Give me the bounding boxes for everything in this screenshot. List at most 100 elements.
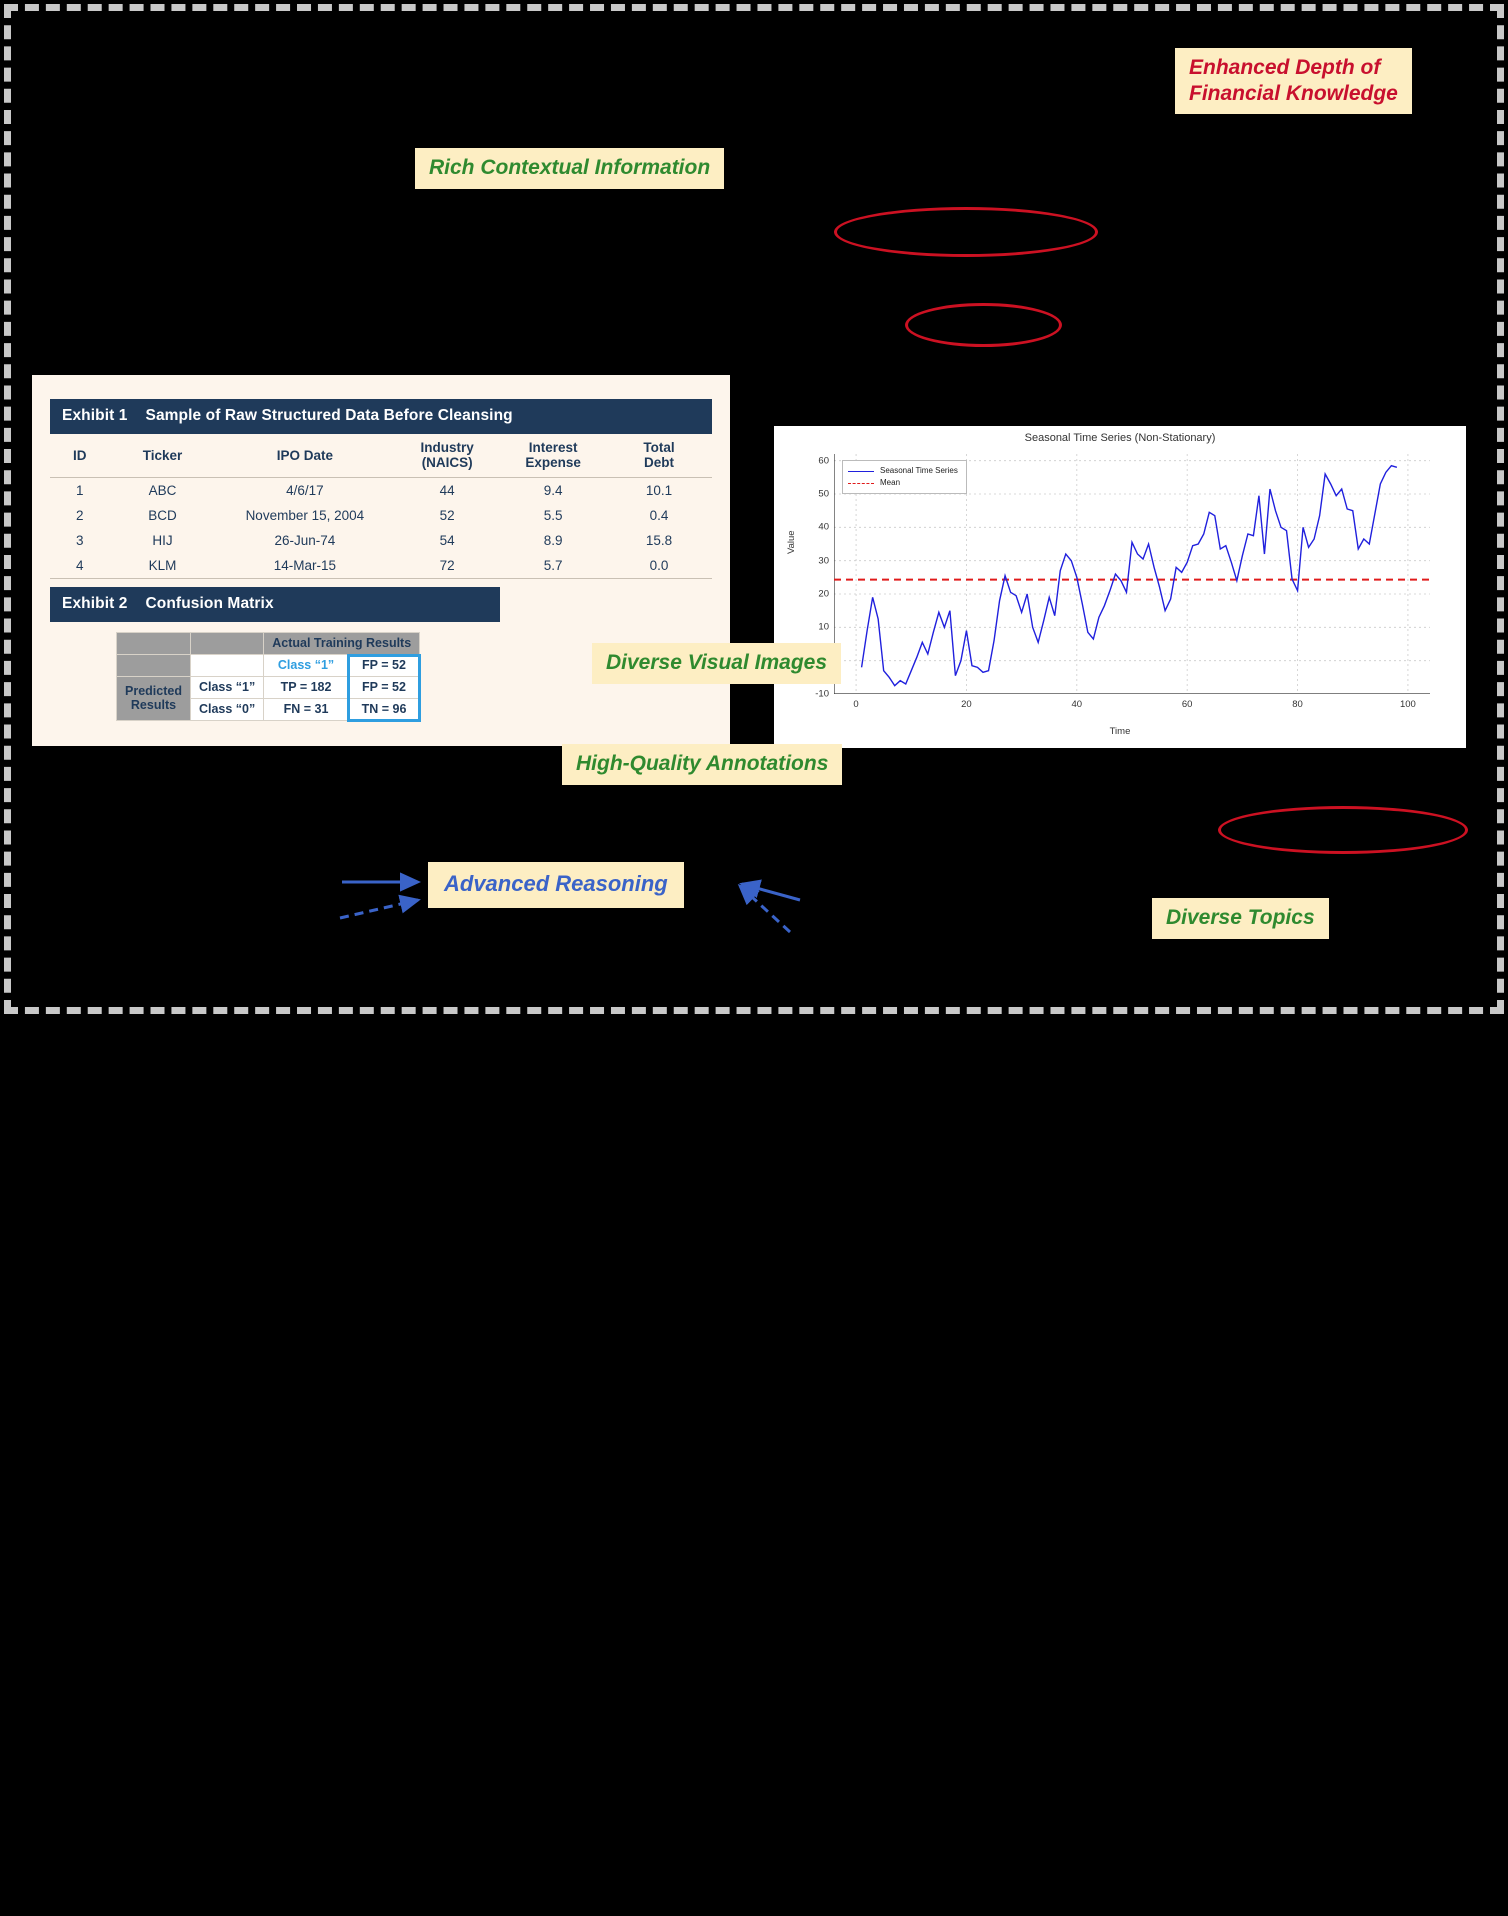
y-axis-tick: 40	[818, 521, 829, 533]
cm-blank-corner-2	[189, 632, 265, 655]
cm-fp-cell: FP = 52	[347, 676, 421, 699]
cm-row-predicted-class0: Class “0” FN = 31 TN = 96	[117, 698, 421, 721]
col-header-id: ID	[50, 434, 110, 479]
cm-tp-cell: TP = 182	[263, 676, 349, 699]
table-cell: 44	[439, 483, 455, 499]
table-cell: 5.5	[543, 508, 563, 524]
cm-row-label-class1: Class “1”	[189, 676, 265, 699]
table-row: 4 KLM 14-Mar-15 72 5.7 0.0	[50, 553, 712, 580]
cm-fn-cell: FN = 31	[263, 698, 349, 721]
chart-card: Seasonal Time Series (Non-Stationary) Va…	[774, 426, 1466, 748]
x-axis-tick: 0	[853, 699, 859, 710]
legend-line-icon	[848, 470, 874, 472]
chart-legend: Seasonal Time Series Mean	[842, 460, 967, 494]
time-series-line	[860, 464, 1398, 687]
table-row: 3 HIJ 26-Jun-74 54 8.9 15.8	[50, 528, 712, 553]
chart-y-axis-label: Value	[786, 530, 797, 554]
table-cell: 1	[76, 483, 84, 499]
exhibit-1-header: Exhibit 1 Sample of Raw Structured Data B…	[50, 399, 712, 434]
annotation-enhanced-depth: Enhanced Depth of Financial Knowledge	[1175, 48, 1412, 115]
confusion-matrix-wrap: Actual Training Results Class “1” FP = 5…	[50, 622, 500, 735]
exhibit-2-title: Confusion Matrix	[145, 595, 274, 612]
chart-x-axis-label: Time	[1109, 726, 1131, 737]
table-cell: 8.9	[543, 533, 563, 549]
exhibit-2-header: Exhibit 2 Confusion Matrix	[50, 587, 500, 622]
table-cell: 10.1	[645, 483, 673, 499]
table-cell: 54	[439, 533, 455, 549]
table-cell: 14-Mar-15	[215, 553, 395, 580]
table-cell: ABC	[148, 483, 177, 499]
y-axis-tick: 30	[818, 555, 829, 567]
cm-blank-cell	[189, 654, 265, 677]
cm-predicted-results-header: Predicted Results	[116, 676, 191, 721]
cm-tn-cell: TN = 96	[347, 698, 421, 721]
table-cell: 15.8	[645, 533, 673, 549]
table-cell: November 15, 2004	[245, 508, 365, 524]
table-cell: 3	[76, 533, 84, 549]
annotation-high-quality: High-Quality Annotations	[562, 744, 843, 785]
table-cell: 4	[50, 553, 110, 580]
cm-row-class-labels: Class “1” FP = 52	[116, 654, 421, 677]
col-header-interest: Interest Expense	[500, 434, 607, 479]
chart-title: Seasonal Time Series (Non-Stationary)	[1024, 432, 1216, 444]
table-cell: HIJ	[152, 533, 173, 549]
cm-class-one-top: Class “1”	[263, 654, 349, 677]
exhibit-1: Exhibit 1 Sample of Raw Structured Data B…	[50, 399, 712, 580]
annotation-diverse-visual: Diverse Visual Images	[592, 643, 842, 684]
cm-row-label-class0: Class “0”	[189, 698, 265, 721]
chart-svg	[830, 454, 1430, 695]
cm-row-predicted-class1: Predicted Results Class “1” TP = 182 FP =…	[116, 676, 421, 721]
legend-entry-series: Seasonal Time Series	[848, 465, 958, 477]
col-header-ipo-date: IPO Date	[215, 434, 395, 479]
red-ellipse-annotation	[834, 207, 1098, 257]
y-axis-tick: 20	[818, 588, 829, 600]
table-row: 2 BCD November 15, 2004 52 5.5 0.4	[50, 503, 712, 528]
x-axis-tick: 20	[961, 699, 972, 710]
legend-dashed-line-icon	[848, 482, 874, 484]
x-axis-tick: 80	[1292, 699, 1303, 710]
exhibit-1-number: Exhibit 1	[62, 407, 128, 424]
cm-blank-corner-1	[116, 632, 191, 655]
table-cell: 2	[76, 508, 84, 524]
table-cell: 52	[439, 508, 455, 524]
y-axis-tick: 50	[818, 488, 829, 500]
table-header-row: ID Ticker IPO Date Industry (NAICS) Inter…	[50, 434, 712, 479]
exhibit-1-title: Sample of Raw Structured Data Before Cle…	[145, 407, 513, 424]
chart-plot-area: Seasonal Time Series Mean -10 0 10 20 30 40 50…	[815, 454, 1430, 710]
cm-row-actual-header: Actual Training Results	[116, 632, 421, 655]
y-axis-tick: -10	[815, 688, 829, 700]
red-ellipse-annotation	[1218, 806, 1468, 854]
col-header-total-debt: Total Debt	[606, 434, 712, 479]
x-axis-tick: 40	[1071, 699, 1083, 710]
exhibit-2-number: Exhibit 2	[62, 595, 128, 612]
x-axis-tick: 100	[1399, 699, 1416, 710]
table-cell: 26-Jun-74	[274, 533, 336, 549]
exhibit-2: Exhibit 2 Confusion Matrix Actual Trainin…	[50, 587, 500, 735]
annotation-rich-context: Rich Contextual Information	[415, 148, 725, 189]
col-header-ticker: Ticker	[109, 434, 216, 479]
legend-entry-mean: Mean	[848, 477, 958, 489]
document-card: Exhibit 1 Sample of Raw Structured Data B…	[32, 375, 730, 746]
table-cell: 5.7	[500, 553, 607, 580]
exhibit-1-table: ID Ticker IPO Date Industry (NAICS) Inter…	[50, 434, 712, 580]
table-cell: 72	[394, 553, 501, 580]
cm-actual-training-results: Actual Training Results	[263, 632, 421, 655]
x-axis-tick: 60	[1181, 699, 1193, 710]
table-cell: 9.4	[543, 483, 563, 499]
confusion-matrix-table: Actual Training Results Class “1” FP = 5…	[116, 632, 421, 721]
annotation-diverse-topics: Diverse Topics	[1152, 898, 1329, 939]
legend-label-series: Seasonal Time Series	[880, 466, 958, 475]
table-cell: KLM	[109, 553, 216, 580]
annotation-advanced-reasoning: Advanced Reasoning	[428, 862, 684, 908]
col-header-industry: Industry (NAICS)	[394, 434, 501, 479]
red-ellipse-annotation	[905, 303, 1062, 347]
right-panel	[0, 958, 728, 1916]
cm-blank-corner-3	[116, 654, 191, 677]
y-axis-tick: 10	[818, 621, 829, 633]
cm-fp-top: FP = 52	[347, 654, 421, 677]
table-cell: 4/6/17	[286, 483, 324, 499]
y-axis-tick: 60	[818, 455, 829, 467]
table-cell: BCD	[148, 508, 177, 524]
legend-label-mean: Mean	[880, 478, 901, 487]
table-cell: 0.4	[649, 508, 669, 524]
